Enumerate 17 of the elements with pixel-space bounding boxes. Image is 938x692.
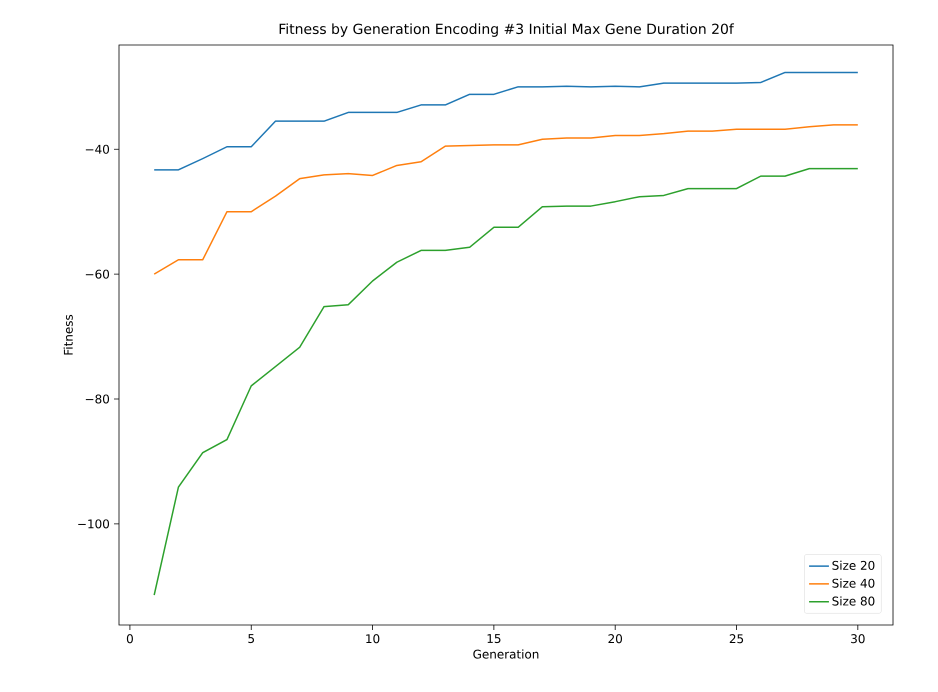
x-tick-label: 5 <box>248 634 254 644</box>
y-tick-label: −60 <box>86 270 110 279</box>
x-tick-label: 10 <box>366 634 380 644</box>
y-tick-label: −100 <box>78 519 110 528</box>
x-tick-label: 25 <box>730 634 744 644</box>
legend-label: Size 20 <box>832 560 874 570</box>
x-tick-label: 0 <box>126 634 133 644</box>
y-tick-label: −40 <box>86 144 110 154</box>
y-tick-label: −80 <box>86 394 110 404</box>
x-tick-label: 15 <box>488 634 500 644</box>
y-axis-title: Fitness <box>64 314 73 355</box>
chart-title: Fitness by Generation Encoding #3 Initial Max Gene Duration 20f <box>280 23 734 37</box>
x-tick-label: 20 <box>608 634 622 644</box>
x-tick-label: 30 <box>851 634 865 644</box>
legend-label: Size 80 <box>832 596 874 606</box>
legend-label: Size 40 <box>832 578 874 588</box>
x-axis-title: Generation <box>473 649 538 659</box>
